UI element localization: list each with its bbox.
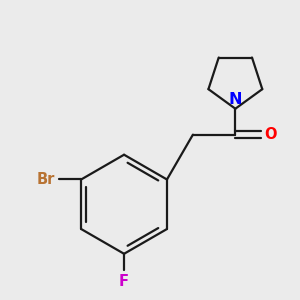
Text: N: N [229,92,242,107]
Text: O: O [264,127,277,142]
Text: F: F [119,274,129,289]
Text: Br: Br [37,172,55,187]
